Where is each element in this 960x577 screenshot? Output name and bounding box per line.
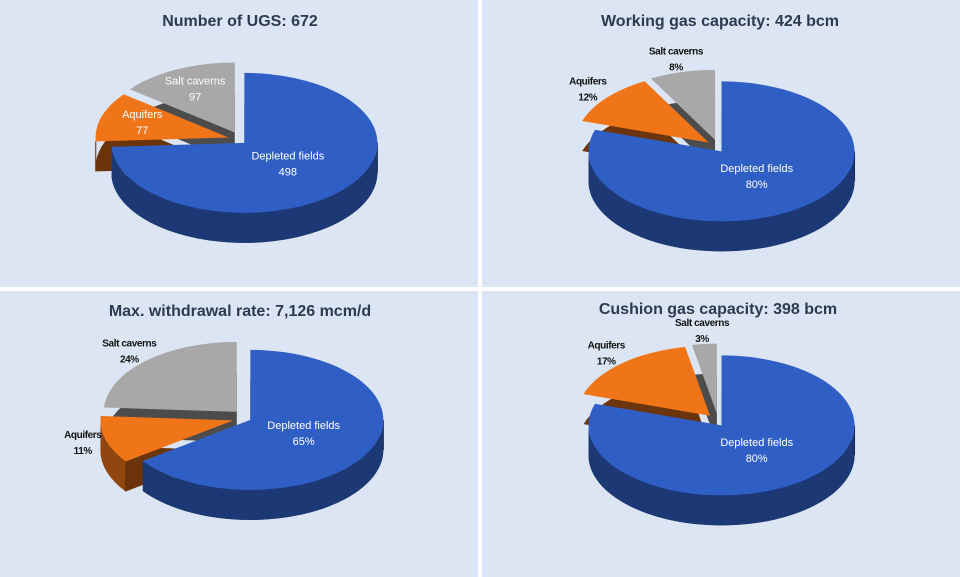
slice-label: Aquifers [588, 340, 626, 351]
slice-value: 65% [293, 436, 315, 448]
chart-title: Number of UGS: 672 [162, 13, 318, 30]
pie-slice [104, 341, 237, 412]
slice-value: 8% [669, 62, 683, 73]
pie-slice-side [588, 425, 855, 526]
pie-slice [100, 415, 234, 462]
pie-slice-side [588, 151, 855, 252]
pie-slice [588, 355, 855, 496]
pie-slice [129, 62, 235, 133]
pie-slice [142, 349, 384, 490]
pie-slice [588, 81, 855, 222]
slice-value: 24% [120, 354, 139, 365]
pie-slice [582, 81, 709, 143]
chart-title: Working gas capacity: 424 bcm [601, 13, 839, 30]
pie-slice [691, 343, 717, 414]
slice-value: 3% [695, 334, 709, 345]
pie-slice [650, 69, 716, 140]
slice-label: Depleted fields [251, 150, 324, 162]
slice-value: 97 [189, 92, 201, 104]
slice-label: Depleted fields [720, 437, 793, 449]
slice-label: Salt caverns [102, 338, 157, 349]
pie-slice [111, 72, 378, 213]
pie-slice-side [100, 420, 126, 492]
slice-label: Aquifers [569, 77, 607, 88]
slice-value: 80% [746, 179, 768, 191]
slice-value: 12% [578, 93, 597, 104]
slice-label: Depleted fields [720, 163, 793, 175]
slice-label: Salt caverns [649, 46, 704, 57]
slice-label: Aquifers [122, 109, 163, 121]
slice-label: Aquifers [64, 430, 102, 441]
slice-label: Salt caverns [675, 318, 730, 329]
pie-slice-side [142, 419, 384, 520]
slice-value: 17% [597, 356, 616, 367]
slice-label: Depleted fields [267, 420, 340, 432]
pie-slice [95, 94, 229, 142]
slice-value: 498 [279, 166, 297, 178]
pie-slice [583, 346, 711, 416]
slice-label: Salt caverns [165, 76, 226, 88]
slice-value: 80% [746, 453, 768, 465]
chart-title: Max. withdrawal rate: 7,126 mcm/d [109, 303, 371, 320]
slice-value: 11% [74, 446, 93, 457]
slice-value: 77 [136, 125, 148, 137]
pie-slice-side [111, 142, 378, 243]
chart-title: Cushion gas capacity: 398 bcm [599, 301, 837, 318]
